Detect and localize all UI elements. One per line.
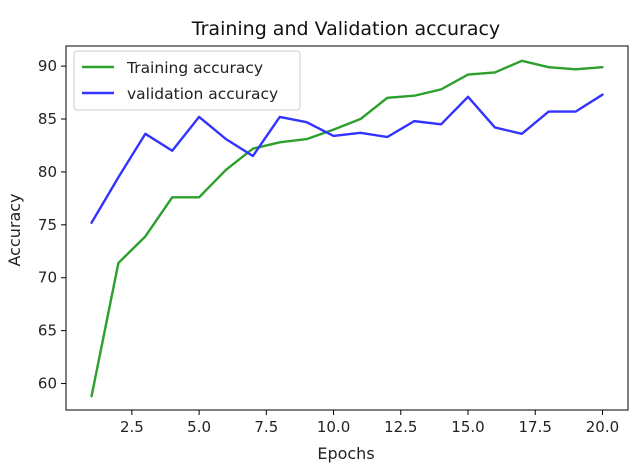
x-tick-label: 20.0 (586, 418, 619, 436)
series-line-validation-accuracy (90, 93, 604, 224)
x-tick-label: 7.5 (254, 418, 278, 436)
series-line-training-accuracy (90, 59, 604, 398)
y-tick-label: 90 (38, 57, 57, 75)
legend-label-training: Training accuracy (126, 59, 263, 77)
x-tick-label: 2.5 (120, 418, 144, 436)
legend-label-validation: validation accuracy (127, 85, 278, 103)
x-axis-title: Epochs (317, 444, 374, 463)
y-tick-label: 60 (38, 375, 57, 393)
y-axis-title: Accuracy (5, 193, 24, 266)
y-tick-label: 65 (38, 322, 57, 340)
chart-title: Training and Validation accuracy (191, 18, 500, 40)
x-tick-label: 5.0 (187, 418, 211, 436)
x-tick-label: 15.0 (451, 418, 484, 436)
y-tick-label: 85 (38, 110, 57, 128)
y-axis: 60 65 70 75 80 85 90 (38, 57, 66, 393)
legend-box (73, 50, 301, 111)
x-tick-label: 10.0 (317, 418, 350, 436)
legend: Training accuracy validation accuracy (73, 50, 301, 111)
series-layer (90, 59, 604, 398)
x-tick-label: 17.5 (519, 418, 552, 436)
x-tick-label: 12.5 (384, 418, 417, 436)
x-axis: 2.5 5.0 7.5 10.0 12.5 15.0 17.5 20.0 (120, 410, 619, 436)
plot-area-frame (65, 45, 629, 411)
y-tick-label: 75 (38, 216, 57, 234)
y-tick-label: 70 (38, 269, 57, 287)
y-tick-label: 80 (38, 163, 57, 181)
